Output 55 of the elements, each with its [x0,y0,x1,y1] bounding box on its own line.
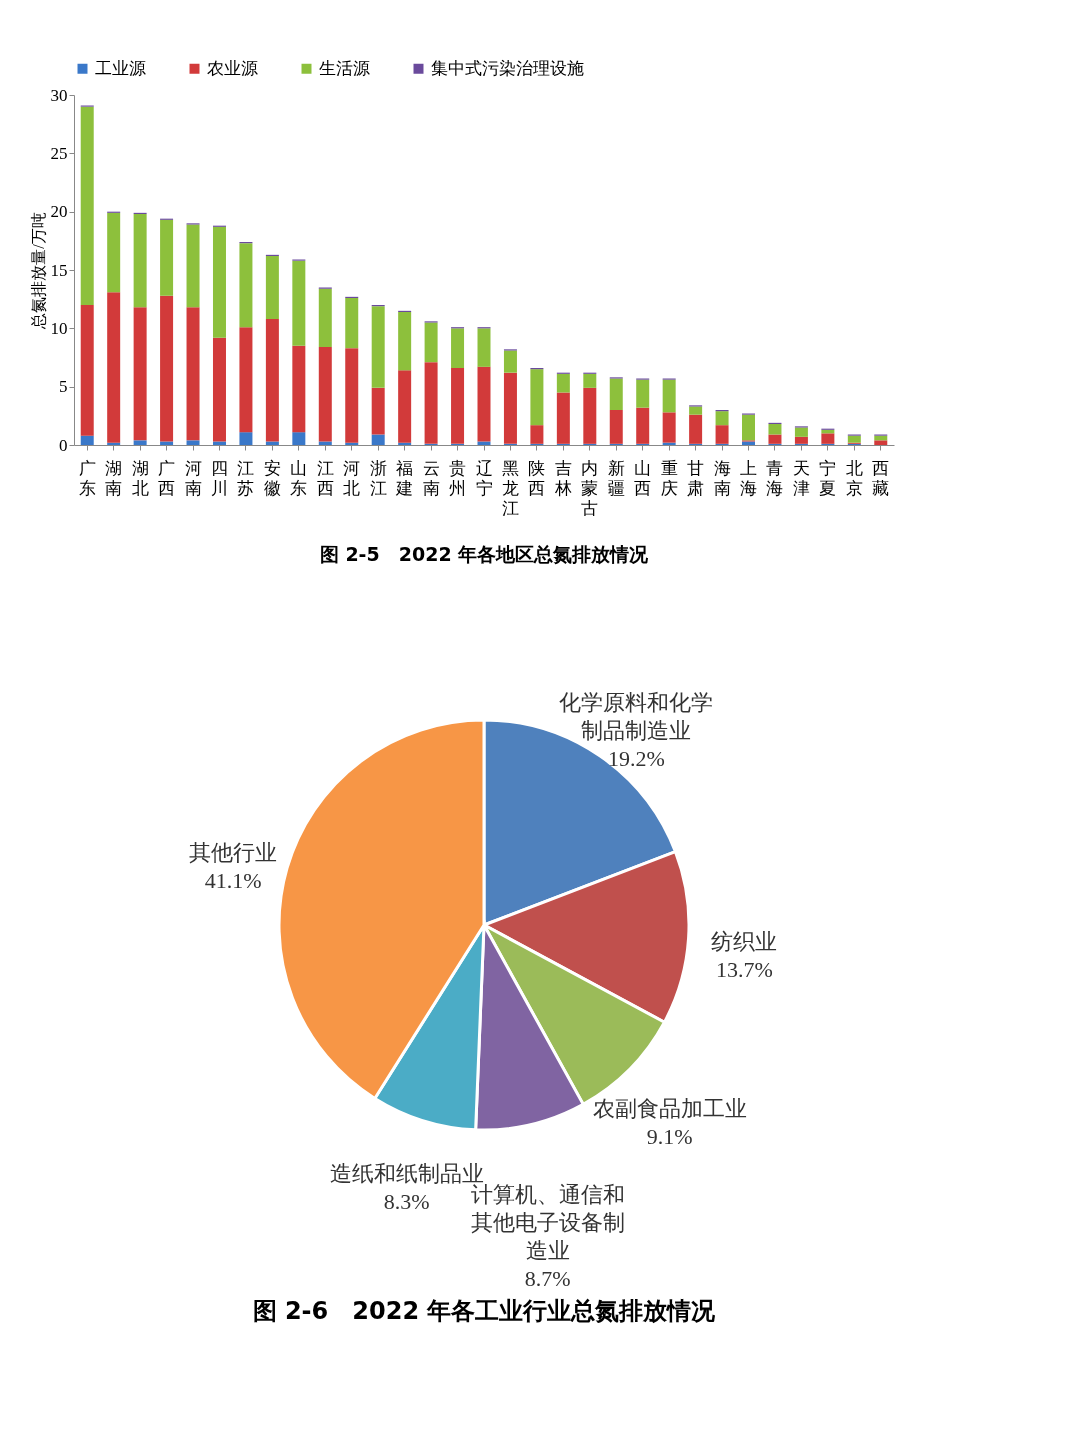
x-tick-label: 江苏 [237,458,255,498]
data-label: 19.2% [608,746,665,772]
x-tick-label: 上海 [740,458,758,498]
x-tick-label: 山东 [290,458,308,498]
x-tick-label: 江西 [316,458,334,498]
legend-label: 生活源 [319,58,370,78]
y-tick-label: 25 [50,143,68,163]
x-tick-label: 天津 [792,458,810,498]
x-tick-label: 内蒙古 [581,458,599,518]
x-tick-label: 吉林 [553,458,572,498]
slice-label: 纺织业 [711,928,778,954]
x-tick-label: 北京 [845,458,863,498]
x-tick-label: 安徽 [263,458,281,498]
x-tick-label: 青海 [766,458,784,498]
data-label: 8.3% [383,1189,430,1215]
slice-label: 化学原料和化学制品制造业 [559,690,714,744]
slice-label: 其他行业 [189,839,278,865]
x-tick-label: 湖北 [131,458,149,498]
x-tick-label: 辽宁 [475,458,493,498]
x-tick-label: 陕西 [528,458,546,498]
legend-label: 工业源 [95,58,146,78]
y-tick-label: 15 [50,260,68,280]
data-label: 9.1% [646,1123,693,1149]
x-tick-label: 浙江 [369,458,387,498]
x-tick-label: 山西 [634,458,652,498]
x-tick-label: 河南 [184,458,202,498]
data-label: 8.7% [524,1265,571,1291]
x-tick-label: 重庆 [660,458,678,498]
y-tick-label: 20 [50,202,68,222]
y-tick-label: 10 [50,318,68,338]
legend-label: 集中式污染治理设施 [431,58,584,78]
slice-label: 农副食品加工业 [592,1095,747,1121]
x-tick-label: 湖南 [105,458,123,498]
y-tick-label: 30 [50,85,68,105]
text: 图 2-5 2022 年各地区总氮排放情况 [319,543,650,565]
x-tick-label: 广西 [158,458,176,498]
data-label: 41.1% [204,867,262,893]
x-tick-label: 海南 [713,458,731,498]
y-axis-title: 总氮排放量/万吨 [29,212,47,330]
y-tick-label: 0 [59,435,68,455]
x-tick-label: 贵州 [449,458,467,498]
legend-label: 农业源 [207,58,258,78]
x-tick-label: 宁夏 [819,458,837,498]
y-tick-label: 5 [59,377,68,397]
x-tick-label: 云南 [422,458,440,498]
x-tick-label: 河北 [343,458,361,498]
x-tick-label: 广东 [78,458,96,498]
text: 图 2-6 2022 年各工业行业总氮排放情况 [252,1296,717,1325]
x-tick-label: 黑龙江 [501,458,519,518]
x-tick-label: 甘肃 [687,458,705,498]
x-tick-label: 西藏 [872,458,890,498]
data-label: 13.7% [716,956,773,982]
x-tick-label: 新疆 [607,458,625,498]
x-tick-label: 四川 [210,458,228,498]
x-tick-label: 福建 [395,458,414,498]
